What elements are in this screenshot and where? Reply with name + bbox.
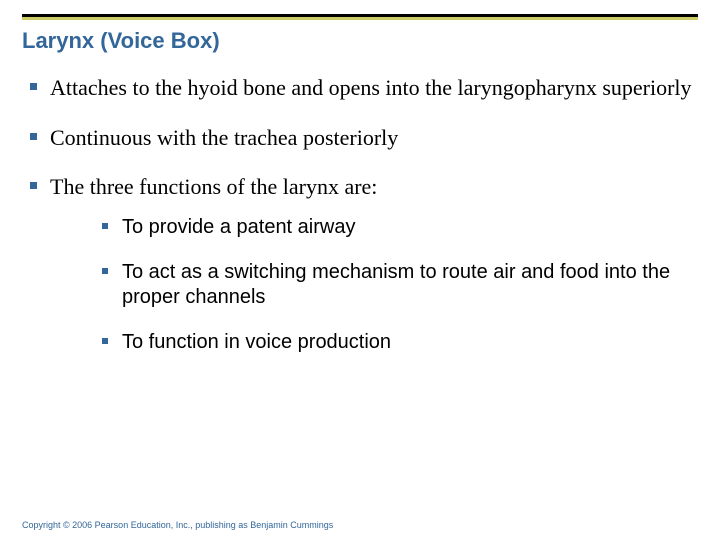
bullet-item: Attaches to the hyoid bone and opens int… — [22, 74, 698, 102]
sub-bullet-text: To function in voice production — [122, 331, 391, 353]
sub-bullet-item: To act as a switching mechanism to route… — [98, 260, 698, 310]
accent-rule — [22, 17, 698, 20]
slide: Larynx (Voice Box) Attaches to the hyoid… — [0, 0, 720, 540]
sub-bullet-item: To function in voice production — [98, 330, 698, 355]
sub-bullet-text: To act as a switching mechanism to route… — [122, 261, 670, 308]
slide-title: Larynx (Voice Box) — [22, 28, 220, 54]
sub-bullet-list: To provide a patent airway To act as a s… — [98, 215, 698, 355]
bullet-list: Attaches to the hyoid bone and opens int… — [22, 74, 698, 355]
sub-bullet-item: To provide a patent airway — [98, 215, 698, 240]
sub-bullet-text: To provide a patent airway — [122, 216, 355, 238]
bullet-text: Continuous with the trachea posteriorly — [50, 125, 398, 150]
bullet-item: Continuous with the trachea posteriorly — [22, 124, 698, 152]
bullet-text: Attaches to the hyoid bone and opens int… — [50, 75, 692, 100]
bullet-text: The three functions of the larynx are: — [50, 174, 377, 199]
copyright-text: Copyright © 2006 Pearson Education, Inc.… — [22, 520, 333, 530]
bullet-item: The three functions of the larynx are: T… — [22, 173, 698, 355]
content-area: Attaches to the hyoid bone and opens int… — [22, 74, 698, 492]
